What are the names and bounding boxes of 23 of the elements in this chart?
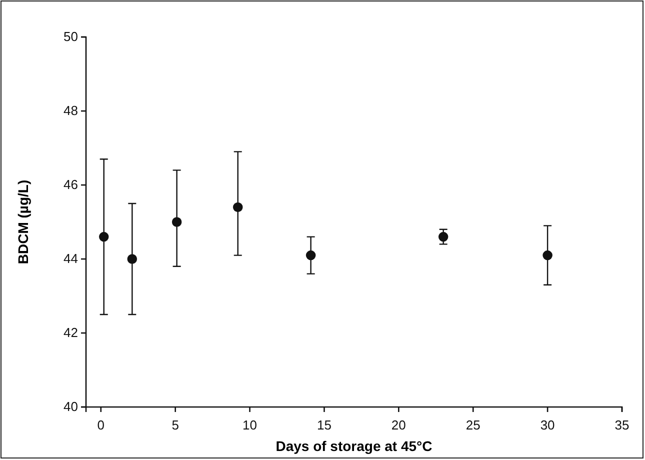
point bbox=[306, 250, 316, 260]
point bbox=[172, 217, 182, 227]
x-axis-title: Days of storage at 45°C bbox=[276, 438, 432, 454]
point bbox=[98, 232, 109, 242]
y-tick-label: 48 bbox=[64, 103, 78, 118]
y-axis-title: BDCM (µg/L) bbox=[15, 180, 31, 264]
y-tick-label: 40 bbox=[64, 399, 78, 414]
x-tick-label: 15 bbox=[316, 417, 332, 432]
x-tick-label: 10 bbox=[242, 417, 258, 432]
x-tick-label: 35 bbox=[614, 417, 630, 432]
x-tick-label: 30 bbox=[540, 417, 555, 432]
y-tick-label: 50 bbox=[64, 29, 78, 44]
x-tick-label: 20 bbox=[391, 417, 406, 432]
point bbox=[232, 202, 243, 212]
point bbox=[127, 254, 138, 264]
x-tick-label: 5 bbox=[172, 417, 179, 432]
y-tick-label: 44 bbox=[64, 251, 78, 266]
y-tick-label: 42 bbox=[64, 325, 78, 340]
point bbox=[438, 232, 448, 242]
y-tick-label: 46 bbox=[64, 177, 78, 192]
point bbox=[542, 250, 552, 260]
x-tick-label: 25 bbox=[466, 417, 480, 432]
x-tick-label: 0 bbox=[97, 417, 105, 432]
